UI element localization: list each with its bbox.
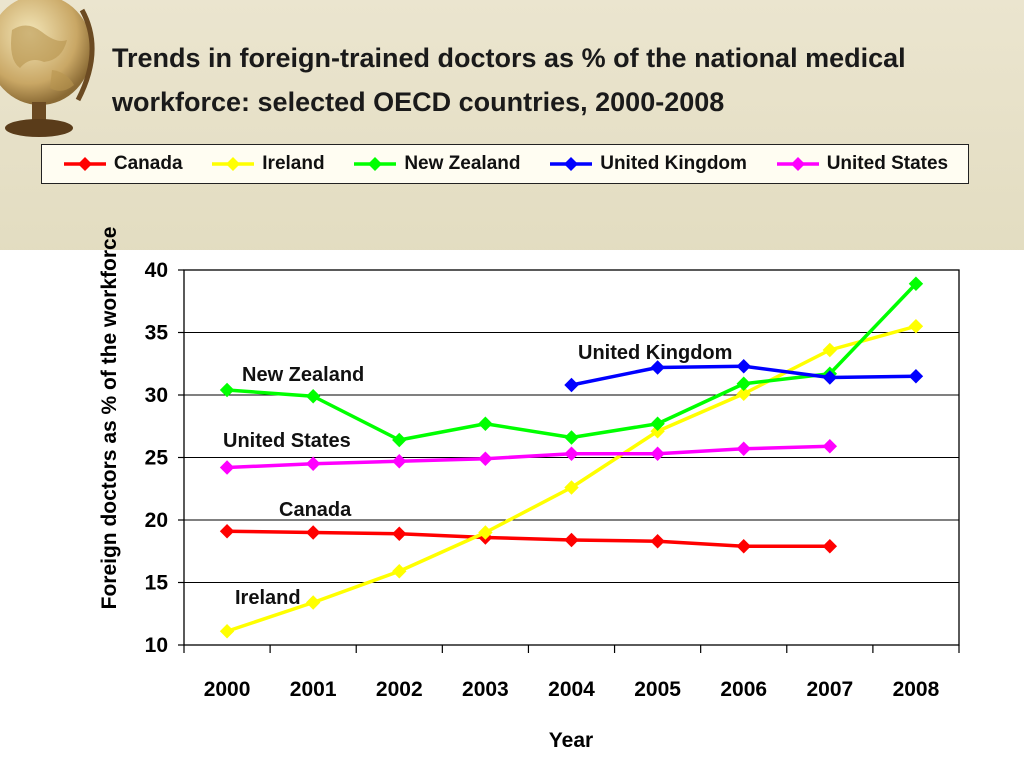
x-tick-label: 2008 <box>893 678 940 701</box>
data-point-ireland <box>650 424 665 439</box>
data-point-united-states <box>478 451 493 466</box>
chart-legend: Canada Ireland New Zealand United Kingdom Un… <box>41 144 969 184</box>
data-point-new-zealand <box>650 416 665 431</box>
y-tick-label: 20 <box>145 509 168 532</box>
legend-marker-united-kingdom <box>550 157 593 171</box>
x-tick-label: 2002 <box>376 678 423 701</box>
data-point-new-zealand <box>478 416 493 431</box>
y-tick-label: 30 <box>145 384 168 407</box>
data-point-united-states <box>305 456 321 471</box>
y-tick-label: 10 <box>145 634 168 657</box>
data-point-united-kingdom <box>564 377 579 393</box>
annotation-new-zealand: New Zealand <box>242 364 364 386</box>
data-point-united-states <box>564 446 579 461</box>
x-tick-label: 2007 <box>806 678 853 701</box>
legend-marker-ireland <box>212 157 255 171</box>
data-point-ireland <box>564 480 579 495</box>
data-point-united-states <box>822 439 838 454</box>
y-tick-label: 35 <box>145 322 169 345</box>
data-point-canada <box>736 539 751 554</box>
y-tick-label: 15 <box>145 572 169 595</box>
series-united-kingdom <box>564 359 924 393</box>
data-point-new-zealand <box>736 376 751 391</box>
data-point-ireland <box>736 386 751 401</box>
x-tick-label: 2006 <box>720 678 767 701</box>
data-point-canada <box>305 525 321 540</box>
series-line-new-zealand <box>226 282 918 442</box>
series-new-zealand <box>219 276 924 448</box>
y-tick-label: 25 <box>145 447 169 470</box>
data-point-canada <box>564 532 579 548</box>
title-line-2: workforce: selected OECD countries, 2000… <box>112 87 725 117</box>
series-canada <box>219 524 838 554</box>
data-point-united-kingdom <box>908 369 924 384</box>
data-point-canada <box>650 534 665 549</box>
data-point-united-states <box>736 441 751 456</box>
data-point-new-zealand <box>219 382 235 398</box>
series-united-states <box>219 439 838 475</box>
y-axis-label: Foreign doctors as % of the workforce <box>98 227 121 610</box>
x-tick-label: 2003 <box>462 678 509 701</box>
data-point-canada <box>219 524 235 539</box>
globe-image <box>0 0 95 137</box>
series-line-canada <box>227 529 830 548</box>
data-point-united-kingdom <box>650 360 665 375</box>
legend-label-united-states: United States <box>826 153 949 174</box>
data-point-united-kingdom <box>822 370 838 385</box>
data-point-canada <box>822 539 838 554</box>
data-point-ireland <box>219 624 235 639</box>
data-point-canada <box>392 526 407 541</box>
series-ireland <box>219 319 924 639</box>
x-tick-label: 2000 <box>204 678 251 701</box>
annotation-ireland: Ireland <box>235 587 301 609</box>
data-point-united-states <box>650 446 665 461</box>
x-tick-label: 2004 <box>548 678 595 701</box>
data-point-new-zealand <box>564 430 579 445</box>
data-point-ireland <box>305 595 321 610</box>
data-point-ireland <box>822 342 838 358</box>
data-point-new-zealand <box>392 432 407 448</box>
data-point-ireland <box>392 564 407 579</box>
x-tick-label: 2001 <box>290 678 337 701</box>
x-axis-label: Year <box>549 729 593 752</box>
legend-item-ireland: Ireland <box>210 153 325 175</box>
annotation-united-states: United States <box>223 430 351 452</box>
y-tick-label: 40 <box>145 259 168 282</box>
legend-label-new-zealand: New Zealand <box>404 153 521 174</box>
legend-item-united-kingdom: United Kingdom <box>548 153 747 175</box>
annotation-canada: Canada <box>279 499 352 521</box>
slide-title: Trends in foreign-trained doctors as % o… <box>112 36 1002 124</box>
legend-item-canada: Canada <box>62 153 183 175</box>
legend-marker-new-zealand <box>354 157 397 171</box>
x-tick-label: 2005 <box>634 678 681 701</box>
title-line-1: Trends in foreign-trained doctors as % o… <box>112 43 906 73</box>
data-point-united-states <box>219 460 235 475</box>
legend-item-new-zealand: New Zealand <box>352 153 520 175</box>
legend-marker-canada <box>63 157 106 171</box>
legend-marker-united-states <box>776 157 819 171</box>
data-point-ireland <box>908 319 924 334</box>
data-point-united-states <box>392 454 407 469</box>
series-line-united-states <box>226 444 830 470</box>
data-point-united-kingdom <box>736 359 751 374</box>
legend-label-ireland: Ireland <box>262 153 325 174</box>
legend-label-canada: Canada <box>113 153 183 174</box>
legend-label-united-kingdom: United Kingdom <box>600 153 747 174</box>
annotation-united-kingdom: United Kingdom <box>578 342 732 364</box>
plot-background <box>0 250 1024 768</box>
data-point-ireland <box>478 525 493 540</box>
legend-item-united-states: United States <box>775 153 948 175</box>
data-point-new-zealand <box>305 389 321 404</box>
data-point-new-zealand <box>908 276 924 291</box>
